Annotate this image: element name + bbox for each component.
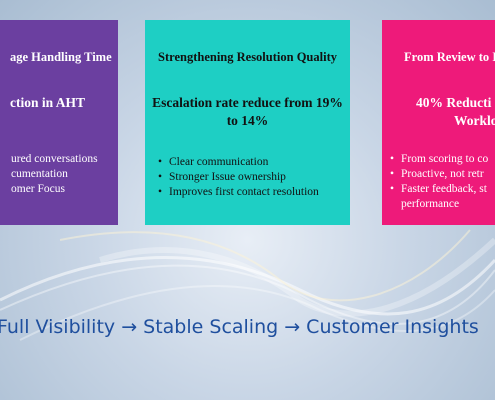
bullet-item: omer Focus <box>11 183 65 195</box>
card-title: age Handling Time <box>10 50 112 64</box>
card-headline: ction in AHT <box>10 95 86 110</box>
bullet-item: cumentation <box>11 168 68 180</box>
bullet-item: ured conversations <box>11 153 98 165</box>
bullet-item: Faster feedback, st performance <box>390 182 495 212</box>
card-title: Strengthening Resolution Quality <box>158 50 337 64</box>
card-resolution-quality: Strengthening Resolution Quality Escalat… <box>145 20 350 225</box>
card-title: From Review to I <box>404 50 495 64</box>
card-bullets: Clear communication Stronger Issue owner… <box>158 155 319 200</box>
card-bullets: ured conversations cumentation omer Focu… <box>0 152 98 197</box>
headline-line: Worklo <box>454 113 495 128</box>
headline-line: 40% Reducti <box>416 95 492 110</box>
card-headline: 40% Reducti Worklo <box>416 94 495 130</box>
card-headline: Escalation rate reduce from 19% to 14% <box>152 95 343 128</box>
bullet-item: Proactive, not retr <box>390 167 495 182</box>
card-handling-time: age Handling Time ction in AHT ured conv… <box>0 20 118 225</box>
bullet-item: Stronger Issue ownership <box>158 170 319 185</box>
bullet-item: Clear communication <box>158 155 319 170</box>
bullet-item: From scoring to co <box>390 152 495 167</box>
card-bullets: From scoring to co Proactive, not retr F… <box>390 152 495 212</box>
card-review-workload: From Review to I 40% Reducti Worklo From… <box>382 20 495 225</box>
tagline: Full Visibility → Stable Scaling → Custo… <box>0 316 479 338</box>
bullet-item: Improves first contact resolution <box>158 185 319 200</box>
